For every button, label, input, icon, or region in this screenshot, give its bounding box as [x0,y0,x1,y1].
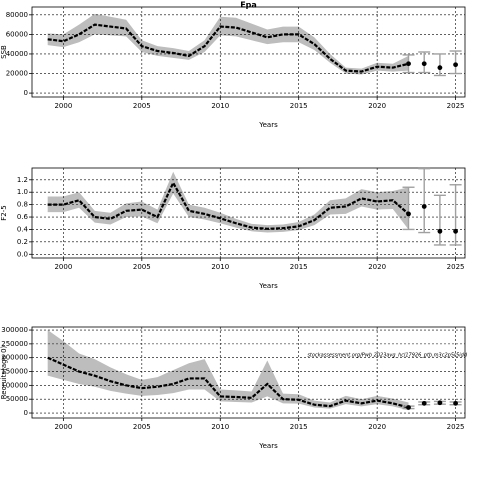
y-tick-label: 0.0 [17,250,28,258]
y-tick-label: 0.2 [17,238,28,246]
y-tick-label: 150000 [1,368,28,376]
projection-point [453,62,458,68]
annotation: stockassessment.org/Pwb 2023avg_hcl17926… [307,353,468,359]
plot-frame [31,167,466,259]
x-tick-label: 2010 [211,423,229,431]
x-tick-label: 2000 [54,423,72,431]
median-line [47,356,409,409]
projection-point [421,204,427,209]
median-line [47,23,409,73]
x-axis-label: Years [258,121,278,129]
chart-title: Epa [240,1,257,10]
y-tick-label: 0.8 [17,201,28,209]
x-tick-label: 2025 [447,263,465,271]
y-tick-label: 20000 [6,70,28,78]
y-tick-label: 0 [24,89,28,97]
y-axis-label: SSB [0,45,8,59]
x-tick-label: 2005 [133,263,151,271]
y-tick-label: 300000 [1,326,28,334]
projection-point [406,405,411,410]
projection-point [437,65,443,71]
projection-point [421,400,427,406]
x-tick-label: 2000 [54,263,72,271]
projection-point [453,400,458,406]
x-tick-label: 2015 [290,102,308,110]
y-tick-label: 40000 [6,50,28,58]
y-tick-label: 250000 [1,340,28,348]
plot-frame [31,326,466,419]
x-tick-label: 2010 [211,263,229,271]
x-tick-label: 2025 [447,102,465,110]
y-tick-label: 1.0 [17,188,28,196]
x-tick-label: 2020 [368,263,386,271]
projection-point [421,61,427,67]
plot-frame [31,6,466,98]
x-tick-label: 2005 [133,102,151,110]
y-tick-label: 0.4 [17,225,29,233]
projection-point [437,400,443,406]
y-tick-label: 1.2 [17,176,28,184]
x-tick-label: 2015 [290,423,308,431]
projection-point [453,228,458,234]
y-tick-label: 200000 [1,354,28,362]
x-tick-label: 2005 [133,423,151,431]
y-axis-label: Recruits(age 0) [0,345,8,399]
x-tick-label: 2010 [211,102,229,110]
x-tick-label: 2025 [447,423,465,431]
y-tick-label: 0 [24,409,28,417]
projection-point [406,211,411,217]
x-axis-label: Years [258,282,278,290]
y-tick-label: 0.6 [17,213,29,221]
confidence-band [47,330,409,411]
y-tick-label: 50000 [6,395,28,403]
y-tick-label: 100000 [1,381,28,389]
median-line [47,180,410,230]
x-tick-label: 2015 [290,263,308,271]
projection-point [437,228,443,234]
y-tick-label: 60000 [6,30,28,38]
y-tick-label: 80000 [6,11,28,19]
x-tick-label: 2020 [368,102,386,110]
x-tick-label: 2000 [54,102,72,110]
y-axis-label: F2-5 [0,205,8,220]
x-tick-label: 2020 [368,423,386,431]
confidence-band [47,13,409,75]
x-axis-label: Years [258,442,278,450]
projection-point [406,61,411,67]
